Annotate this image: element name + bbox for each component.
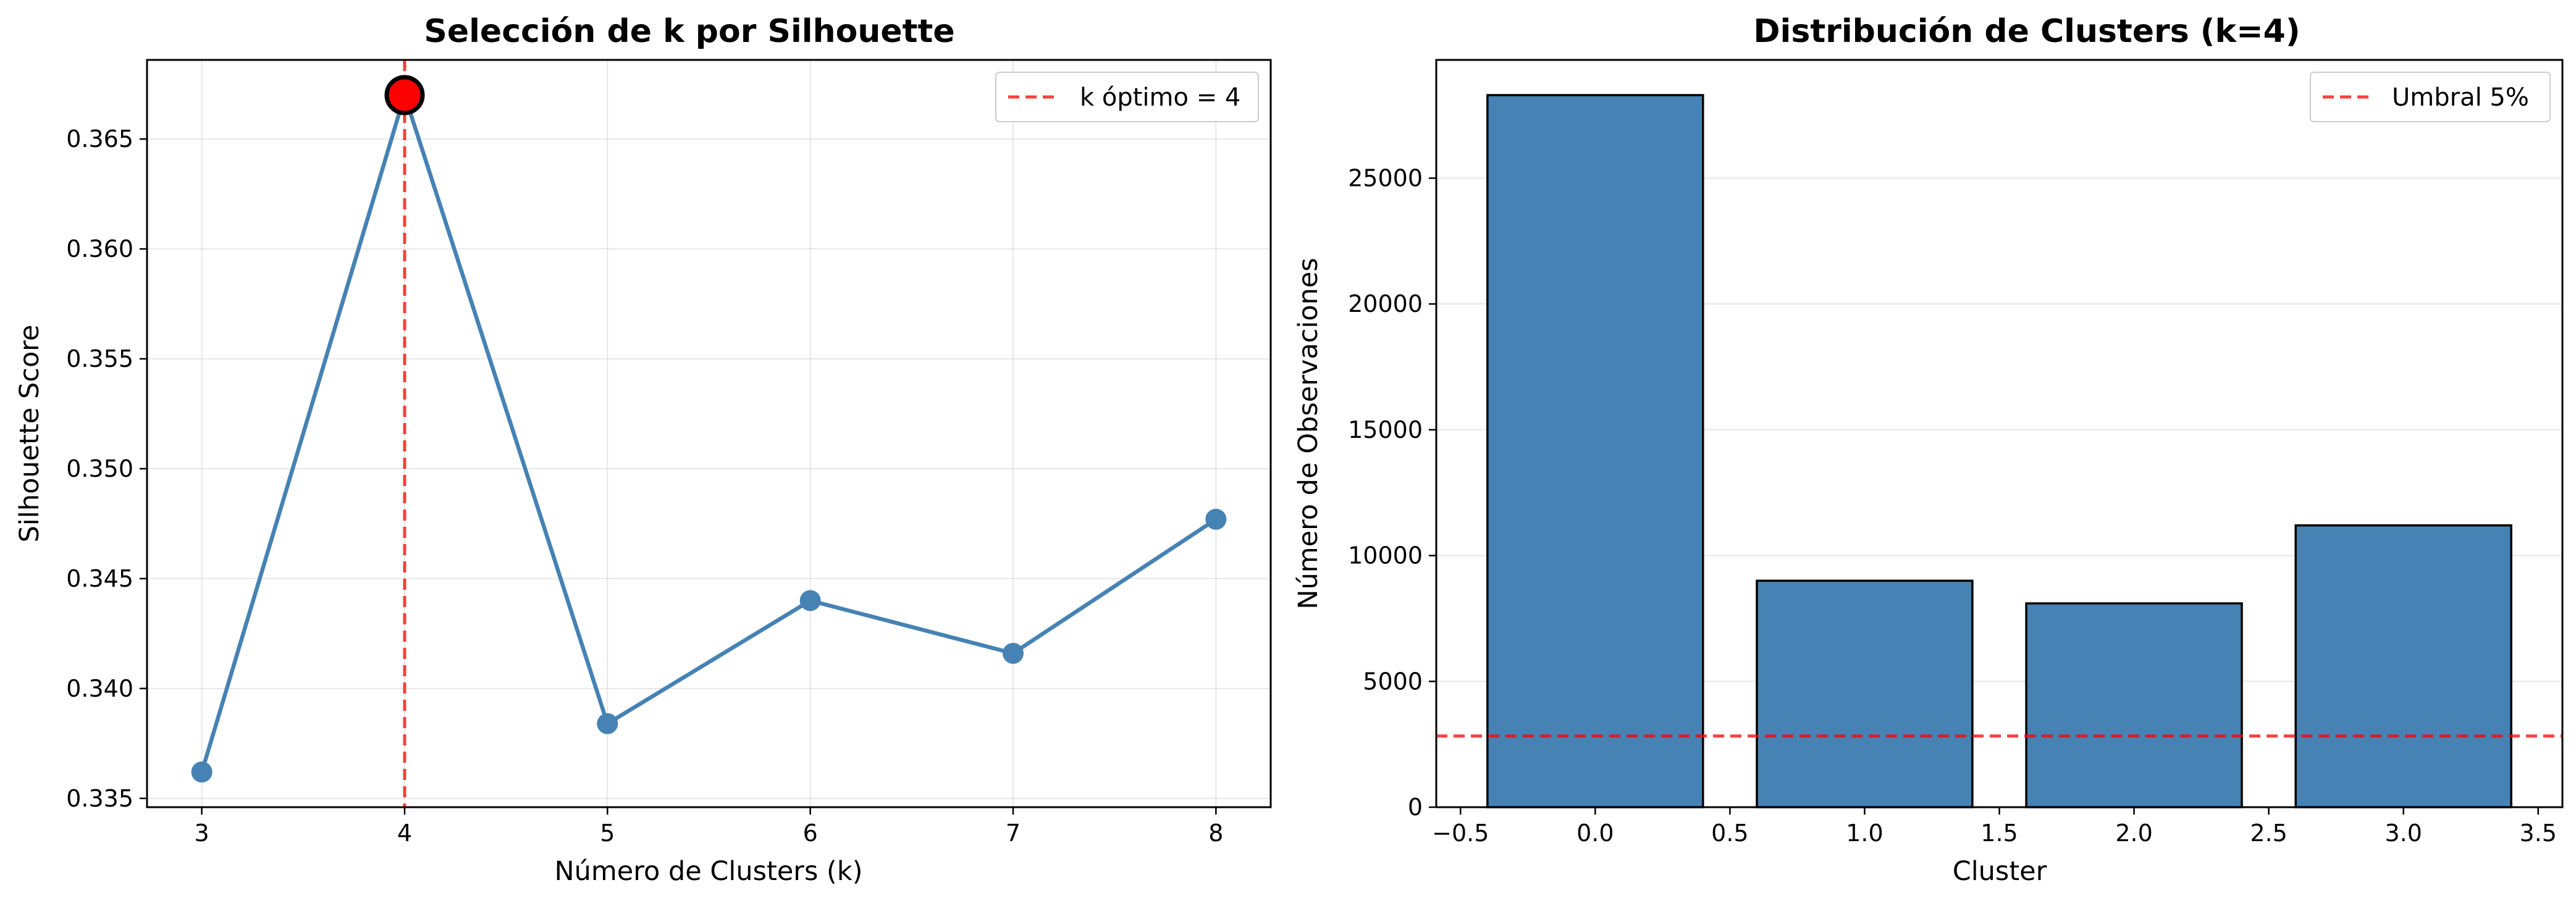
cluster-ytick-label: 10000 (1348, 542, 1423, 569)
cluster-ytick-label: 20000 (1348, 290, 1423, 317)
cluster-plot-area (1436, 94, 2562, 808)
cluster-chart-title: Distribución de Clusters (k=4) (1753, 13, 2300, 50)
silhouette-xtick-label: 7 (1006, 820, 1021, 847)
cluster-bar-3 (2294, 524, 2512, 808)
silhouette-ylabel: Silhouette Score (14, 325, 45, 543)
cluster-xtick-label: 2.5 (2250, 820, 2287, 847)
silhouette-ytick-label: 0.365 (66, 125, 133, 153)
cluster-ytick-label: 25000 (1348, 164, 1423, 191)
cluster-xtick-label: 3.0 (2384, 820, 2422, 847)
silhouette-ytick-label: 0.350 (66, 455, 133, 482)
silhouette-grid (147, 60, 1271, 807)
cluster-ytick-label: 15000 (1348, 416, 1423, 443)
silhouette-legend: k óptimo = 4 (995, 72, 1259, 122)
cluster-ytick-label: 0 (1408, 794, 1423, 821)
silhouette-axes-frame (146, 59, 1272, 808)
silhouette-xtick-label: 4 (397, 820, 412, 847)
silhouette-chart: Selección de k por Silhouette 3 4 5 6 7 8 0.33… (14, 13, 1272, 887)
silhouette-point (1003, 642, 1024, 664)
silhouette-plot-area (191, 60, 1227, 807)
silhouette-xtick-label: 3 (195, 820, 209, 847)
optimal-k-marker (384, 75, 425, 115)
cluster-ticks: 0 5000 10000 15000 20000 25000 −0.5 0.0 0.5 1.0 1.… (1348, 164, 2557, 847)
silhouette-ticks: 3 4 5 6 7 8 0.335 0.340 0.345 0.350 0.355 0.360 0.36… (66, 125, 1223, 847)
silhouette-point (799, 590, 821, 611)
cluster-xlabel: Cluster (1953, 856, 2047, 887)
silhouette-legend-box (995, 72, 1259, 122)
cluster-ylabel: Número de Observaciones (1293, 258, 1324, 609)
cluster-xtick-label: 2.0 (2115, 820, 2152, 847)
cluster-legend-box (2310, 72, 2551, 122)
cluster-xtick-label: 1.5 (1980, 820, 2018, 847)
cluster-bar-0 (1486, 94, 1704, 808)
cluster-xtick-label: 3.5 (2520, 820, 2557, 847)
cluster-ytick-label: 5000 (1363, 668, 1423, 695)
silhouette-series-line (200, 93, 1218, 773)
silhouette-xtick-label: 6 (803, 820, 818, 847)
silhouette-point (191, 761, 213, 783)
cluster-xtick-label: 0.0 (1576, 820, 1614, 847)
cluster-distribution-chart: Distribución de Clusters (k=4) 0 5000 1000… (1293, 13, 2564, 887)
cluster-xtick-label: 0.5 (1711, 820, 1748, 847)
cluster-bar-1 (1756, 579, 1974, 808)
silhouette-ytick-label: 0.335 (66, 785, 133, 812)
silhouette-point (1205, 508, 1227, 530)
silhouette-ytick-label: 0.340 (66, 675, 133, 702)
cluster-bar-2 (2025, 602, 2243, 808)
silhouette-point (597, 713, 618, 734)
silhouette-ytick-label: 0.355 (66, 345, 133, 372)
cluster-legend: Umbral 5% (2310, 72, 2551, 122)
silhouette-chart-title: Selección de k por Silhouette (424, 13, 954, 50)
silhouette-xtick-label: 8 (1208, 820, 1223, 847)
silhouette-ytick-label: 0.345 (66, 565, 133, 592)
cluster-legend-label: Umbral 5% (2392, 83, 2529, 112)
silhouette-xtick-label: 5 (600, 820, 615, 847)
silhouette-xlabel: Número de Clusters (k) (554, 856, 862, 887)
cluster-xtick-label: −0.5 (1432, 820, 1489, 847)
cluster-xtick-label: 1.0 (1846, 820, 1883, 847)
silhouette-legend-label: k óptimo = 4 (1080, 83, 1240, 112)
silhouette-ytick-label: 0.360 (66, 235, 133, 262)
